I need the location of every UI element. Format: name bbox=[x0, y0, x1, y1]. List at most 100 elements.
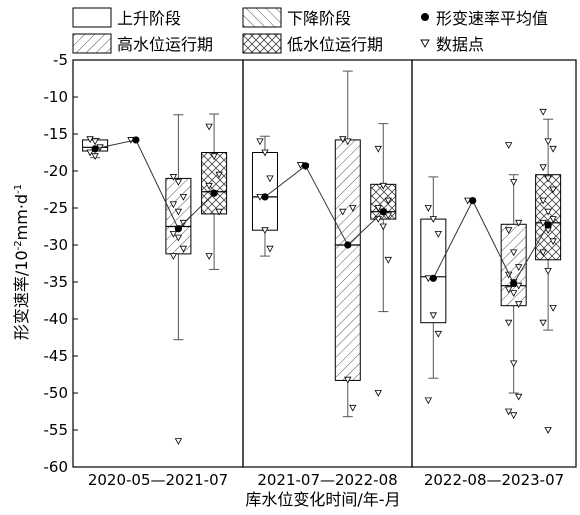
legend-item-points: 数据点 bbox=[420, 35, 484, 54]
data-point bbox=[179, 194, 188, 201]
data-point bbox=[510, 290, 518, 297]
data-point bbox=[91, 153, 99, 161]
data-point bbox=[179, 245, 188, 253]
data-point bbox=[215, 208, 223, 216]
data-point bbox=[344, 376, 352, 384]
data-point bbox=[539, 108, 547, 116]
data-point bbox=[515, 301, 523, 309]
data-point bbox=[505, 319, 513, 327]
data-point bbox=[505, 142, 513, 149]
period-panel: 2022-08—2023-07 bbox=[411, 59, 577, 489]
data-point bbox=[510, 179, 518, 186]
data-point bbox=[544, 138, 552, 146]
mean-marker bbox=[469, 197, 477, 205]
data-point bbox=[510, 249, 518, 257]
box-low bbox=[535, 108, 562, 434]
data-point bbox=[374, 205, 382, 212]
y-tick-label: -60 bbox=[44, 458, 69, 476]
data-point bbox=[515, 282, 523, 290]
data-point bbox=[261, 227, 269, 235]
box-low bbox=[370, 123, 397, 397]
period-panel: 2020-05—2021-07 bbox=[72, 59, 244, 489]
panel-frame bbox=[72, 59, 244, 468]
data-point bbox=[266, 245, 274, 253]
y-tick-label: -50 bbox=[44, 384, 69, 402]
legend-item-mean: 形变速率平均值 bbox=[421, 9, 548, 28]
data-point bbox=[544, 208, 552, 216]
data-point bbox=[169, 201, 178, 209]
y-tick-label: -45 bbox=[44, 347, 69, 365]
data-point bbox=[429, 312, 437, 320]
mean-trend-line bbox=[94, 139, 215, 230]
box-high bbox=[500, 142, 527, 420]
legend-item-fall: 下降阶段 bbox=[242, 7, 351, 28]
data-point bbox=[384, 212, 392, 220]
data-point bbox=[424, 205, 432, 212]
data-point bbox=[505, 408, 513, 416]
data-point bbox=[515, 264, 523, 272]
y-tick-label: -20 bbox=[44, 162, 69, 180]
data-point bbox=[510, 360, 518, 368]
data-point bbox=[549, 186, 557, 194]
data-point bbox=[549, 305, 557, 312]
x-axis-label: 库水位变化时间/年-月 bbox=[245, 490, 400, 509]
data-point bbox=[374, 390, 382, 397]
data-point bbox=[505, 227, 513, 235]
mean-marker bbox=[210, 189, 218, 197]
period-panel: 2021-07—2022-08 bbox=[242, 59, 413, 489]
y-tick-label: -30 bbox=[44, 236, 69, 254]
data-point bbox=[344, 138, 352, 146]
data-point bbox=[544, 427, 552, 434]
y-tick-label: -5 bbox=[53, 51, 68, 69]
data-point bbox=[379, 182, 387, 190]
mean-marker bbox=[261, 193, 269, 201]
box-low bbox=[201, 113, 228, 270]
chart-panels: 2020-05—2021-07 2021-07—2022-08 2022-08—20… bbox=[72, 59, 577, 489]
box-body bbox=[535, 174, 562, 261]
panel-frame bbox=[411, 59, 577, 468]
legend-label-low: 低水位运行期 bbox=[287, 35, 383, 54]
data-point bbox=[349, 205, 357, 212]
data-point bbox=[515, 219, 523, 227]
y-tick-label: -10 bbox=[44, 88, 69, 106]
data-point bbox=[174, 234, 183, 242]
data-point bbox=[349, 404, 357, 412]
legend-label-rise: 上升阶段 bbox=[117, 9, 181, 28]
box-body bbox=[334, 139, 361, 381]
y-tick-label: -55 bbox=[44, 421, 69, 439]
legend-item-low: 低水位运行期 bbox=[242, 33, 383, 54]
box-rise bbox=[420, 176, 447, 405]
data-point bbox=[374, 145, 382, 153]
y-tick-label: -15 bbox=[44, 125, 69, 143]
panel-frame bbox=[242, 59, 413, 468]
data-point bbox=[169, 253, 178, 260]
box-body bbox=[251, 152, 278, 231]
box-body bbox=[201, 152, 228, 215]
data-point bbox=[515, 393, 523, 401]
mean-marker bbox=[510, 279, 518, 288]
data-point bbox=[256, 138, 264, 146]
legend: 上升阶段 下降阶段 形变速率平均值 高水位运行期 低水位运行期 数据点 bbox=[72, 7, 548, 54]
data-point bbox=[510, 412, 518, 420]
data-point bbox=[549, 145, 557, 153]
data-point bbox=[539, 249, 547, 257]
mean-marker bbox=[544, 221, 552, 229]
legend-label-mean: 形变速率平均值 bbox=[436, 9, 548, 28]
data-point bbox=[549, 216, 557, 223]
data-point bbox=[424, 397, 432, 405]
data-point bbox=[539, 164, 547, 172]
data-point bbox=[205, 253, 213, 260]
mean-trend-line bbox=[432, 199, 549, 285]
box-rise bbox=[251, 135, 278, 257]
data-point bbox=[539, 219, 547, 227]
data-point bbox=[91, 138, 99, 146]
box-high bbox=[334, 70, 361, 418]
data-point bbox=[215, 171, 223, 179]
mean-marker bbox=[429, 274, 437, 282]
y-axis-label: 形变速率/10-2mm·d-1 bbox=[12, 184, 31, 340]
box-body bbox=[165, 177, 192, 255]
y-tick-label: -35 bbox=[44, 273, 69, 291]
mean-marker bbox=[301, 162, 310, 170]
data-point bbox=[174, 179, 183, 186]
